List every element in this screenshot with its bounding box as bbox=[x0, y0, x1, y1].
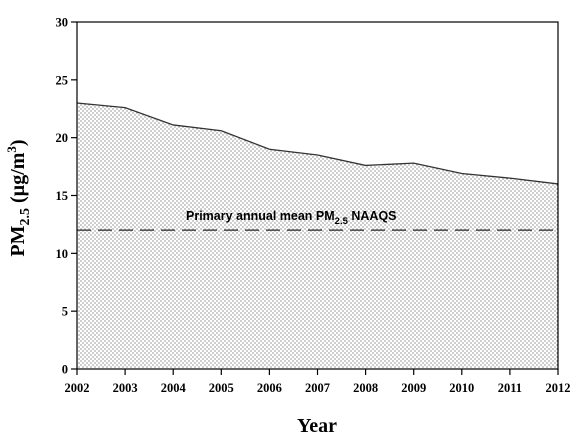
x-tick-label: 2002 bbox=[65, 381, 90, 395]
y-tick-label: 15 bbox=[56, 189, 69, 203]
series-area-fill bbox=[77, 102, 558, 369]
y-axis-title: PM2.5 (µg/m3) bbox=[4, 139, 33, 256]
y-tick-label: 30 bbox=[56, 16, 69, 30]
series-line bbox=[76, 102, 559, 185]
x-tick-label: 2003 bbox=[113, 381, 138, 395]
y-tick-label: 0 bbox=[62, 363, 68, 377]
x-tick-label: 2008 bbox=[353, 381, 378, 395]
x-tick-label: 2012 bbox=[546, 381, 571, 395]
y-tick-label: 20 bbox=[56, 131, 69, 145]
x-tick-label: 2010 bbox=[449, 381, 474, 395]
y-tick-label: 10 bbox=[56, 247, 69, 261]
naaqs-reference-label: Primary annual mean PM2.5 NAAQS bbox=[186, 209, 397, 227]
x-axis: 2002 2003 2004 2005 2006 2007 2008 2009 2010 2011… bbox=[65, 369, 571, 395]
x-tick-label: 2007 bbox=[305, 381, 330, 395]
x-tick-label: 2005 bbox=[209, 381, 234, 395]
x-axis-title: Year bbox=[297, 415, 337, 437]
y-axis: 0 5 10 15 20 25 30 bbox=[56, 16, 77, 377]
plot-area: Primary annual mean PM2.5 NAAQS bbox=[76, 21, 559, 370]
x-tick-label: 2011 bbox=[498, 381, 522, 395]
x-tick-label: 2006 bbox=[257, 381, 282, 395]
x-tick-label: 2004 bbox=[161, 381, 187, 395]
x-tick-label: 2009 bbox=[401, 381, 426, 395]
y-tick-label: 25 bbox=[56, 73, 69, 87]
y-tick-label: 5 bbox=[62, 305, 68, 319]
